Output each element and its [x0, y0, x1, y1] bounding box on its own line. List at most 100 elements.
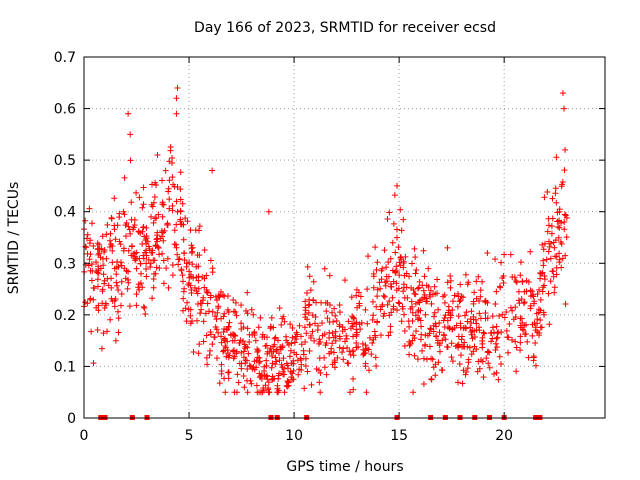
data-point: [184, 218, 191, 225]
data-point: [182, 305, 189, 312]
data-point: [454, 303, 461, 310]
data-point: [256, 358, 263, 365]
data-point: [178, 266, 185, 273]
data-point: [477, 293, 484, 300]
data-point: [552, 253, 559, 260]
data-point: [206, 308, 213, 315]
x-tick-label: 0: [80, 428, 89, 444]
data-point: [270, 348, 277, 355]
data-point: [553, 154, 560, 161]
data-point: [262, 382, 269, 389]
data-point: [207, 347, 214, 354]
data-point: [498, 259, 505, 266]
data-point: [280, 368, 287, 375]
data-point: [268, 364, 275, 371]
data-point: [112, 337, 119, 344]
data-point: [372, 244, 379, 251]
data-point: [536, 286, 543, 293]
data-point: [304, 263, 311, 270]
data-point: [171, 241, 178, 248]
data-point: [515, 297, 522, 304]
data-point: [406, 342, 413, 349]
data-point: [393, 263, 400, 270]
data-point: [198, 306, 205, 313]
data-point: [406, 323, 413, 330]
data-point: [100, 262, 107, 269]
data-point: [401, 284, 408, 291]
data-point: [289, 324, 296, 331]
data-point: [534, 291, 541, 298]
data-point: [220, 347, 227, 354]
data-point: [306, 296, 313, 303]
data-points: [81, 84, 570, 396]
data-point: [344, 344, 351, 351]
data-point: [94, 276, 101, 283]
data-point: [224, 350, 231, 357]
data-point: [544, 189, 551, 196]
data-point: [561, 211, 568, 218]
data-point: [556, 206, 563, 213]
data-point: [537, 296, 544, 303]
data-point: [180, 221, 187, 228]
data-point: [332, 312, 339, 319]
data-point: [529, 288, 536, 295]
data-point: [546, 243, 553, 250]
data-point: [254, 346, 261, 353]
data-point: [517, 333, 524, 340]
data-point: [562, 300, 569, 307]
data-point: [559, 90, 566, 97]
data-point: [298, 333, 305, 340]
data-point: [287, 347, 294, 354]
data-point: [108, 275, 115, 282]
y-axis-label: SRMTID / TECUs: [6, 182, 22, 295]
data-point: [433, 323, 440, 330]
data-point: [146, 245, 153, 252]
data-point: [494, 330, 501, 337]
data-point: [127, 157, 134, 164]
data-point: [272, 354, 279, 361]
data-point: [462, 312, 469, 319]
data-point: [353, 344, 360, 351]
data-point: [476, 297, 483, 304]
data-point: [386, 312, 393, 319]
data-point: [118, 262, 125, 269]
data-point: [133, 291, 140, 298]
data-point: [442, 312, 449, 319]
data-point: [122, 222, 129, 229]
data-point: [241, 384, 248, 391]
data-point: [285, 365, 292, 372]
data-point: [517, 339, 524, 346]
data-point: [538, 324, 545, 331]
data-point: [230, 347, 237, 354]
data-point: [306, 347, 313, 354]
data-point: [166, 205, 173, 212]
data-point: [265, 379, 272, 386]
data-point: [411, 245, 418, 252]
data-point: [432, 320, 439, 327]
data-point: [107, 230, 114, 237]
data-point: [425, 265, 432, 272]
data-point: [125, 110, 132, 117]
data-point: [265, 389, 272, 396]
data-point: [468, 331, 475, 338]
data-point: [515, 288, 522, 295]
data-point: [439, 367, 446, 374]
data-point: [374, 259, 381, 266]
data-point: [400, 216, 407, 223]
data-point: [530, 293, 537, 300]
data-point: [86, 256, 93, 263]
data-point: [88, 328, 95, 335]
data-point: [350, 352, 357, 359]
data-point: [284, 377, 291, 384]
data-point: [463, 309, 470, 316]
data-point: [356, 300, 363, 307]
data-point: [194, 252, 201, 259]
data-point: [377, 332, 384, 339]
data-point: [398, 227, 405, 234]
data-point: [380, 313, 387, 320]
data-point: [164, 255, 171, 262]
data-point: [393, 307, 400, 314]
data-point: [480, 374, 487, 381]
data-point: [203, 272, 210, 279]
data-point: [276, 357, 283, 364]
